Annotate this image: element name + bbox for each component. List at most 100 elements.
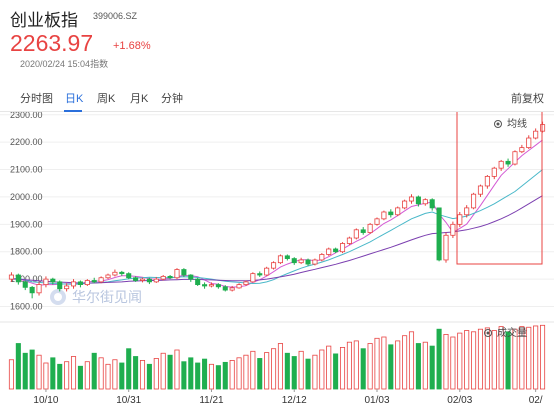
- volume-bar: [236, 357, 242, 390]
- tab-minute[interactable]: 分钟: [161, 93, 183, 105]
- ma-legend-label: 均线: [507, 117, 527, 130]
- candle: [195, 277, 201, 286]
- candlestick-chart[interactable]: 2300.00 2200.00 2100.00 2000.00 1900.00 1800.…: [0, 112, 554, 410]
- tab-intraday[interactable]: 分时图: [20, 93, 53, 105]
- volume-bar: [222, 361, 228, 390]
- volume-bar: [188, 357, 194, 390]
- candle: [215, 283, 221, 289]
- candle: [208, 282, 215, 288]
- volume-bar: [512, 328, 518, 390]
- volume-bar: [250, 350, 256, 390]
- candle: [15, 273, 21, 285]
- candle: [333, 247, 339, 254]
- watermark-logo-icon: [50, 289, 66, 305]
- candle: [477, 184, 484, 197]
- candle: [367, 222, 373, 234]
- current-price: 2263.97: [10, 30, 94, 56]
- watermark-text: 华尔街见闻: [72, 290, 142, 306]
- candle: [133, 276, 139, 282]
- volume-bar: [50, 357, 56, 390]
- candle: [257, 271, 263, 277]
- candle: [443, 232, 449, 263]
- volume-bar: [243, 354, 249, 390]
- y-tick-label: 1800.00: [10, 247, 43, 257]
- candle: [167, 275, 173, 280]
- volume-bar: [57, 363, 63, 390]
- volume-bar: [450, 336, 456, 390]
- volume-bar: [208, 363, 215, 390]
- candle: [112, 269, 118, 277]
- candle: [291, 257, 297, 265]
- volume-bar: [374, 337, 380, 390]
- tab-daily-k[interactable]: 日K: [65, 93, 84, 105]
- ma-legend[interactable]: 均线: [494, 117, 528, 130]
- y-tick-label: 1900.00: [10, 219, 43, 229]
- volume-bar: [395, 340, 401, 390]
- volume-bar: [105, 363, 111, 390]
- candle: [50, 277, 56, 285]
- volume-bar: [215, 365, 221, 390]
- candle: [64, 283, 70, 292]
- volume-bar: [491, 330, 497, 390]
- candle: [381, 210, 387, 221]
- candle: [312, 258, 318, 266]
- ma-toggle-icon: [494, 120, 502, 128]
- candle: [339, 242, 346, 254]
- volume-bar: [429, 345, 435, 390]
- candle: [402, 199, 408, 210]
- candle: [374, 217, 380, 226]
- volume-bar: [484, 327, 490, 390]
- volume-bar: [91, 352, 97, 390]
- volume-toggle-icon: [484, 329, 492, 337]
- volume-legend-label: 成交量: [497, 326, 527, 339]
- volume-bar: [277, 343, 283, 390]
- candle: [77, 280, 83, 288]
- volume-bar: [119, 362, 125, 390]
- volume-bar: [64, 361, 70, 390]
- volume-bar: [133, 356, 139, 390]
- tab-monthly-k[interactable]: 月K: [130, 93, 149, 105]
- volume-bar: [181, 361, 187, 390]
- candle: [505, 158, 511, 167]
- chart-period-tabs: 分时图 日K 周K 月K 分钟 前复权: [0, 84, 554, 112]
- y-axis-ticks: 2300.00 2200.00 2100.00 2000.00 1900.00 1800.…: [10, 112, 43, 312]
- candle: [153, 276, 159, 283]
- price-adjust-select[interactable]: 前复权: [511, 93, 544, 105]
- candle: [319, 253, 325, 262]
- candle: [284, 254, 290, 261]
- volume-legend[interactable]: 成交量: [484, 326, 528, 339]
- candles-layer: [8, 121, 546, 299]
- candle: [512, 150, 518, 166]
- y-tick-label: 2100.00: [10, 165, 43, 175]
- volume-bar: [388, 344, 394, 390]
- x-tick-label: 02/: [529, 395, 543, 406]
- volume-bar: [319, 349, 325, 390]
- candle: [264, 266, 270, 276]
- volume-bar: [160, 352, 166, 390]
- candle: [388, 209, 394, 218]
- volume-bar: [202, 358, 208, 390]
- volume-bar: [505, 331, 511, 390]
- volume-bar: [264, 352, 270, 390]
- tab-weekly-k[interactable]: 周K: [97, 93, 116, 105]
- x-tick-label: 01/03: [364, 395, 389, 406]
- candle: [277, 254, 283, 265]
- candle: [36, 281, 42, 296]
- volume-bar: [402, 335, 408, 390]
- volume-bar: [471, 331, 477, 390]
- volume-bar: [498, 326, 504, 390]
- candle: [202, 282, 208, 289]
- volume-bar: [146, 363, 152, 390]
- x-tick-label: 10/31: [116, 395, 141, 406]
- candle: [519, 144, 525, 154]
- candle: [395, 206, 401, 217]
- volume-bar: [457, 332, 463, 390]
- candle: [146, 277, 152, 285]
- candle: [353, 228, 359, 240]
- volume-bar: [22, 352, 28, 390]
- y-tick-label: 1700.00: [10, 274, 43, 284]
- volume-bar: [84, 361, 90, 390]
- volume-bar: [305, 358, 311, 390]
- volume-bar: [271, 348, 277, 390]
- volume-bar: [15, 343, 21, 390]
